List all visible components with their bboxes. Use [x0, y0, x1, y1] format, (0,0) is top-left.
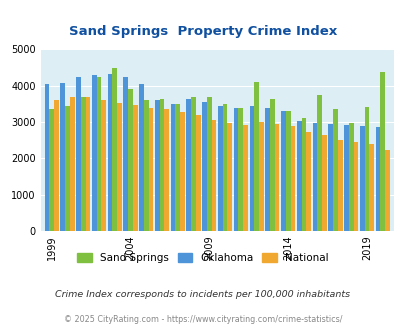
Bar	[305, 132, 310, 231]
Bar	[328, 123, 332, 231]
Bar	[359, 126, 364, 231]
Bar	[269, 98, 274, 231]
Bar	[49, 109, 54, 231]
Bar	[148, 108, 153, 231]
Bar	[175, 104, 180, 231]
Bar	[96, 77, 101, 231]
Bar	[343, 125, 348, 231]
Bar	[348, 123, 353, 231]
Bar	[290, 126, 294, 231]
Bar	[76, 77, 81, 231]
Bar	[196, 115, 200, 231]
Bar	[186, 98, 191, 231]
Bar	[85, 97, 90, 231]
Bar	[369, 144, 373, 231]
Bar	[321, 135, 326, 231]
Bar	[227, 123, 232, 231]
Bar	[353, 142, 358, 231]
Bar	[332, 109, 337, 231]
Bar	[285, 111, 290, 231]
Bar	[238, 108, 243, 231]
Bar	[132, 105, 137, 231]
Bar	[143, 100, 148, 231]
Bar	[274, 123, 279, 231]
Bar	[70, 97, 75, 231]
Bar	[337, 140, 342, 231]
Bar	[164, 109, 169, 231]
Bar	[312, 123, 317, 231]
Bar	[123, 77, 128, 231]
Bar	[128, 89, 132, 231]
Bar	[317, 95, 321, 231]
Bar	[296, 121, 301, 231]
Bar	[112, 68, 117, 231]
Bar	[60, 83, 65, 231]
Bar	[217, 107, 222, 231]
Bar	[191, 97, 196, 231]
Text: Crime Index corresponds to incidents per 100,000 inhabitants: Crime Index corresponds to incidents per…	[55, 290, 350, 299]
Bar	[139, 84, 143, 231]
Bar	[159, 98, 164, 231]
Bar	[249, 106, 254, 231]
Bar	[222, 104, 227, 231]
Bar	[264, 108, 269, 231]
Bar	[155, 100, 159, 231]
Bar	[45, 83, 49, 231]
Text: Sand Springs  Property Crime Index: Sand Springs Property Crime Index	[69, 25, 336, 38]
Bar	[379, 72, 384, 231]
Bar	[258, 122, 263, 231]
Bar	[107, 74, 112, 231]
Bar	[170, 104, 175, 231]
Bar	[202, 102, 207, 231]
Bar	[384, 150, 389, 231]
Bar	[92, 75, 96, 231]
Bar	[207, 97, 211, 231]
Bar	[54, 100, 59, 231]
Bar	[375, 127, 379, 231]
Bar	[65, 106, 70, 231]
Bar	[233, 108, 238, 231]
Bar	[211, 120, 216, 231]
Bar	[280, 111, 285, 231]
Bar	[254, 82, 258, 231]
Bar	[81, 97, 85, 231]
Bar	[243, 125, 247, 231]
Bar	[101, 100, 106, 231]
Bar	[364, 107, 369, 231]
Bar	[301, 118, 305, 231]
Bar	[117, 103, 121, 231]
Text: © 2025 CityRating.com - https://www.cityrating.com/crime-statistics/: © 2025 CityRating.com - https://www.city…	[64, 315, 341, 324]
Legend: Sand Springs, Oklahoma, National: Sand Springs, Oklahoma, National	[73, 249, 332, 267]
Bar	[180, 112, 184, 231]
